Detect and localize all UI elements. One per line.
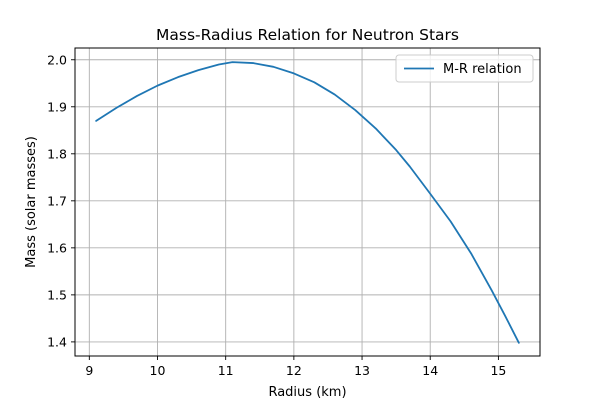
y-tick-label: 1.6 (47, 240, 67, 255)
x-axis-label: Radius (km) (268, 385, 346, 400)
legend: M-R relation (395, 54, 534, 83)
x-tick-label: 11 (218, 363, 234, 378)
grid (75, 48, 540, 356)
x-tick-label: 10 (150, 363, 166, 378)
x-tick-label: 15 (490, 363, 506, 378)
series-line-mr-relation (95, 61, 520, 344)
y-tick-label: 2.0 (47, 52, 67, 67)
y-axis-label: Mass (solar masses) (24, 136, 39, 268)
y-tick-label: 1.8 (47, 146, 67, 161)
legend-box (395, 54, 534, 83)
ticks: 9 10 11 12 13 14 15 1.4 1.5 1.6 1.7 1.8 1.9 2.0 (47, 52, 506, 378)
x-tick-label: 14 (422, 363, 438, 378)
x-tick-label: 12 (286, 363, 302, 378)
y-tick-label: 1.4 (47, 334, 67, 349)
y-tick-label: 1.9 (47, 99, 67, 114)
chart-title: Mass-Radius Relation for Neutron Stars (156, 26, 459, 44)
y-tick-label: 1.7 (47, 193, 67, 208)
x-tick-label: 9 (85, 363, 93, 378)
legend-label: M-R relation (443, 62, 522, 77)
series-layer (95, 61, 520, 344)
x-tick-label: 13 (354, 363, 370, 378)
plot-area (75, 48, 540, 356)
plot-frame (74, 47, 541, 357)
y-tick-label: 1.5 (47, 287, 67, 302)
